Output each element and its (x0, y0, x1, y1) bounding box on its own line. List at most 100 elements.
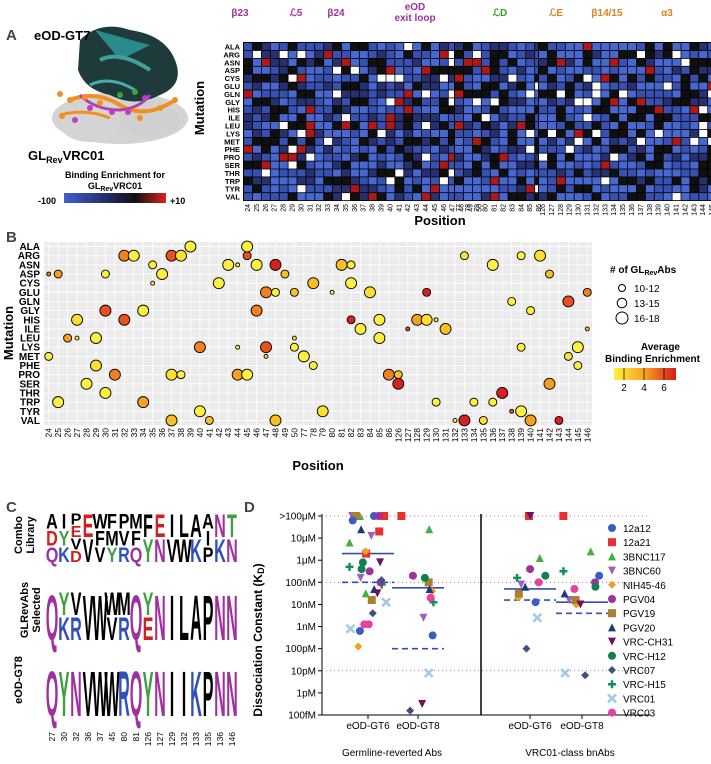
heatmap-cell (619, 137, 628, 145)
bubble-point (364, 286, 376, 299)
heatmap-cell (499, 177, 508, 185)
heatmap-cell (404, 145, 413, 153)
heatmap-cell (324, 90, 333, 98)
heatmap-cell (508, 43, 517, 51)
heatmap-cell (341, 169, 350, 177)
heatmap-cell (574, 161, 583, 169)
heatmap-cell (556, 50, 565, 58)
heatmap-cell (672, 114, 681, 122)
heatmap-cell (439, 43, 448, 51)
heatmap-cell (663, 122, 672, 130)
heatmap-cell (547, 193, 556, 201)
heatmap-position-label: 50 (476, 204, 483, 212)
heatmap-cell (359, 153, 368, 161)
heatmap-cell (490, 145, 499, 153)
heatmap-cell (592, 177, 601, 185)
heatmap-cell (690, 43, 699, 51)
heatmap-cell (619, 58, 628, 66)
heatmap-cell (386, 66, 395, 74)
bubble-point (297, 350, 310, 363)
kd-data-point (526, 565, 535, 574)
heatmap-cell (592, 114, 601, 122)
heatmap-cell (565, 98, 574, 106)
heatmap-cell (244, 122, 253, 130)
heatmap-cell (386, 74, 395, 82)
kd-data-point (345, 538, 354, 547)
kd-legend-label: VRC01 (623, 694, 656, 705)
heatmap-cell (341, 145, 350, 153)
heatmap-cell (439, 114, 448, 122)
heatmap-cell (481, 161, 490, 169)
heatmap-cell (279, 43, 288, 51)
heatmap-cell (297, 145, 306, 153)
heatmap-cell (350, 106, 359, 114)
logo-letter: W (104, 658, 120, 729)
heatmap-cell (517, 106, 526, 114)
heatmap-cell (324, 58, 333, 66)
kd-data-point (560, 589, 569, 598)
bubble-point (420, 313, 433, 326)
heatmap-position-label: 143 (691, 204, 698, 216)
logo-letter: I (170, 658, 175, 729)
heatmap-cell (699, 50, 708, 58)
logo-letter: F (143, 509, 153, 544)
heatmap-cell (526, 145, 535, 153)
heatmap-cell (350, 185, 359, 193)
heatmap-cell (315, 122, 324, 130)
heatmap-cell (395, 137, 404, 145)
heatmap-row-label: PHE (225, 145, 240, 154)
bubble-row-label: ASN (19, 260, 40, 271)
heatmap-cell (526, 66, 535, 74)
bubble-point (307, 277, 320, 290)
heatmap-cell (699, 193, 708, 201)
heatmap-cell (377, 145, 386, 153)
bubble-point (165, 414, 178, 427)
size-legend-symbol (615, 311, 629, 325)
heatmap-cell (422, 98, 431, 106)
heatmap-cell (681, 185, 690, 193)
heatmap-cell (708, 145, 711, 153)
heatmap-cell (645, 153, 654, 161)
logo-letter: E (143, 612, 154, 647)
kd-data-point (513, 573, 522, 582)
heatmap-cell (448, 169, 457, 177)
heatmap-cell (547, 177, 556, 185)
heatmap-cell (430, 145, 439, 153)
bubble-position-label: 47 (261, 428, 271, 438)
heatmap-cell (672, 169, 681, 177)
heatmap-cell (592, 98, 601, 106)
heatmap-position-label: 26 (263, 204, 270, 212)
logo-letter: V (83, 658, 94, 729)
heatmap-cell (463, 129, 472, 137)
heatmap-cell (306, 90, 315, 98)
kd-y-tick-label: 1μM (296, 556, 316, 567)
heatmap-cell (628, 169, 637, 177)
heatmap-cell (565, 50, 574, 58)
heatmap-cell (517, 98, 526, 106)
heatmap-cell (574, 43, 583, 51)
heatmap-cell (556, 106, 565, 114)
heatmap-cell (386, 169, 395, 177)
heatmap-cell (455, 66, 464, 74)
logo-letter: F (131, 527, 141, 551)
logo-letter: N (226, 658, 238, 729)
heatmap-cell (288, 153, 297, 161)
region-label: ℒE (549, 8, 563, 19)
heatmap-row-label: ASP (225, 66, 240, 75)
heatmap-cell (539, 43, 548, 51)
heatmap-cell (297, 161, 306, 169)
heatmap-cell (526, 185, 535, 193)
heatmap-cell (490, 177, 499, 185)
heatmap-cell (636, 137, 645, 145)
heatmap-cell (288, 74, 297, 82)
heatmap-cell (490, 98, 499, 106)
heatmap-position-label: 131 (585, 204, 592, 216)
kd-data-point (361, 589, 370, 598)
heatmap-cell (386, 50, 395, 58)
kd-x-tick-label: eOD-GT8 (560, 721, 604, 732)
heatmap-position-label: 80 (483, 204, 490, 212)
heatmap-cell (565, 169, 574, 177)
heatmap-cell (333, 82, 342, 90)
heatmap-cell (463, 98, 472, 106)
heatmap-cell (601, 114, 610, 122)
